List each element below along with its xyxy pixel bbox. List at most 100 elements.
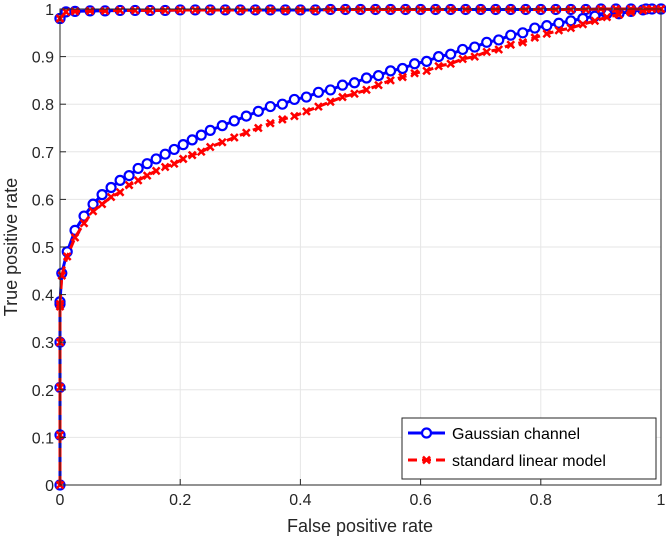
data-point bbox=[384, 65, 397, 77]
data-point bbox=[529, 22, 541, 34]
data-point bbox=[338, 92, 347, 102]
x-tick-label: 0 bbox=[56, 492, 65, 509]
data-point bbox=[566, 23, 576, 33]
x-tick-label: 1 bbox=[657, 492, 666, 509]
data-point bbox=[175, 5, 185, 15]
data-point bbox=[169, 159, 179, 169]
data-point bbox=[264, 100, 276, 113]
data-point bbox=[554, 26, 564, 35]
data-point bbox=[541, 20, 553, 32]
data-point bbox=[482, 47, 492, 57]
y-tick-label: 0.1 bbox=[32, 430, 54, 447]
data-point bbox=[518, 37, 528, 47]
y-tick-label: 0.4 bbox=[32, 288, 54, 305]
data-point bbox=[141, 158, 153, 170]
data-point bbox=[241, 128, 251, 138]
axis-ticks: 0 0.2 0.4 0.6 0.8 1 0 0.1 0.2 0.3 0.4 0.5 0.6 0.7 0.8 0… bbox=[32, 2, 666, 509]
data-point bbox=[614, 10, 624, 20]
x-axis-label: False positive rate bbox=[287, 516, 433, 536]
legend-marker-linear bbox=[422, 455, 431, 465]
data-point bbox=[96, 189, 108, 201]
data-point bbox=[228, 115, 240, 127]
data-point bbox=[88, 206, 98, 216]
data-point bbox=[326, 97, 335, 107]
data-point bbox=[324, 84, 337, 96]
data-point bbox=[350, 89, 359, 99]
data-point bbox=[178, 154, 188, 164]
data-point bbox=[61, 7, 71, 17]
data-point bbox=[602, 12, 612, 22]
data-point bbox=[481, 36, 493, 48]
data-point bbox=[265, 118, 275, 128]
y-tick-label: 0.8 bbox=[32, 97, 54, 114]
data-point bbox=[168, 143, 180, 156]
data-point bbox=[252, 105, 264, 117]
x-tick-label: 0.4 bbox=[289, 492, 311, 509]
data-point bbox=[300, 91, 313, 103]
data-point bbox=[578, 19, 588, 29]
data-point bbox=[421, 55, 433, 67]
data-point bbox=[422, 66, 431, 76]
data-point bbox=[132, 162, 144, 175]
x-tick-label: 0.2 bbox=[169, 492, 191, 509]
data-point bbox=[433, 50, 445, 63]
x-tick-label: 0.8 bbox=[530, 492, 552, 509]
data-point bbox=[445, 48, 457, 60]
data-point bbox=[105, 181, 117, 194]
data-point bbox=[114, 174, 126, 186]
data-point bbox=[302, 106, 311, 116]
data-point bbox=[565, 15, 577, 27]
data-point bbox=[124, 180, 134, 190]
data-point bbox=[204, 124, 216, 136]
legend-box bbox=[401, 417, 657, 480]
legend: Gaussian channel standard linear model bbox=[401, 417, 657, 480]
data-point bbox=[457, 43, 469, 56]
y-tick-label: 0.3 bbox=[32, 335, 54, 352]
data-point bbox=[505, 29, 517, 41]
data-point bbox=[57, 271, 67, 280]
data-point bbox=[553, 17, 565, 29]
data-point bbox=[220, 5, 230, 15]
data-point bbox=[312, 86, 325, 98]
data-point bbox=[469, 41, 481, 53]
data-point bbox=[133, 175, 143, 185]
data-point bbox=[398, 72, 407, 82]
data-point bbox=[142, 171, 152, 180]
data-point bbox=[115, 6, 125, 15]
data-point bbox=[190, 5, 200, 15]
data-point bbox=[446, 59, 456, 69]
data-point bbox=[517, 27, 529, 39]
data-point bbox=[145, 6, 155, 15]
y-tick-label: 0.7 bbox=[32, 145, 54, 162]
data-point bbox=[229, 133, 239, 142]
y-tick-label: 0 bbox=[45, 478, 54, 495]
series-standard-linear-model bbox=[55, 4, 666, 490]
x-tick-label: 0.6 bbox=[409, 492, 431, 509]
data-point bbox=[386, 76, 395, 85]
data-point bbox=[240, 110, 252, 122]
y-tick-label: 0.2 bbox=[32, 383, 54, 400]
data-point bbox=[434, 61, 444, 71]
y-tick-label: 0.6 bbox=[32, 192, 54, 209]
data-point bbox=[410, 68, 419, 78]
data-point bbox=[115, 187, 125, 197]
data-point bbox=[106, 192, 116, 202]
data-point bbox=[187, 150, 197, 160]
data-point bbox=[205, 142, 215, 152]
data-point bbox=[348, 77, 361, 89]
data-point bbox=[277, 115, 287, 124]
legend-label-gaussian: Gaussian channel bbox=[452, 426, 580, 443]
data-point bbox=[253, 123, 263, 133]
data-point bbox=[590, 16, 600, 26]
data-point bbox=[79, 218, 89, 228]
data-point bbox=[186, 134, 198, 146]
data-point bbox=[408, 58, 421, 70]
data-point bbox=[216, 120, 228, 132]
data-point bbox=[235, 5, 245, 15]
data-point bbox=[62, 252, 72, 261]
data-point bbox=[530, 33, 540, 42]
data-point bbox=[458, 54, 468, 64]
y-axis-label: True positive rate bbox=[1, 178, 21, 316]
y-tick-label: 1 bbox=[45, 2, 54, 19]
